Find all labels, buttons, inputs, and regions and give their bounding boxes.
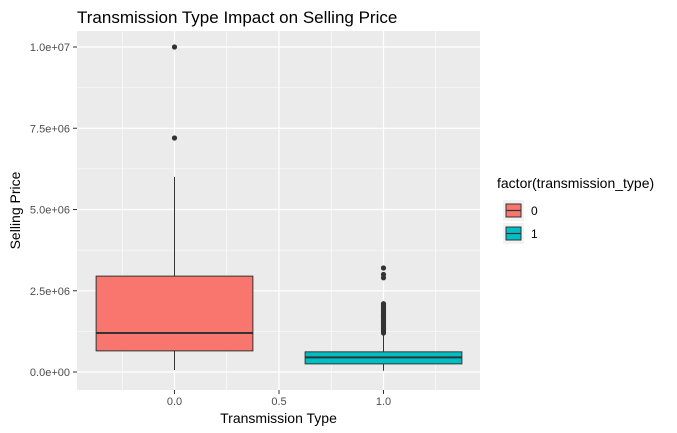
- x-axis: 0.0 0.5 1.0: [167, 390, 391, 408]
- x-tick-label: 0.5: [271, 396, 286, 408]
- outlier-point: [380, 301, 387, 307]
- box: [95, 275, 254, 352]
- y-tick-label: 5.0e+06: [30, 205, 70, 217]
- legend-item-0: 0: [503, 200, 538, 221]
- boxplots: [95, 44, 463, 371]
- x-tick-label: 0.0: [167, 396, 182, 408]
- legend: factor(transmission_type) 0 1: [497, 175, 654, 244]
- x-axis-label: Transmission Type: [220, 410, 337, 426]
- boxplot-0: [95, 44, 254, 371]
- y-tick-label: 7.5e+06: [30, 123, 70, 135]
- outlier-point: [380, 271, 387, 278]
- y-axis: 0.0e+00 2.5e+06 5.0e+06 7.5e+06 1.0e+07: [30, 42, 77, 379]
- chart-title: Transmission Type Impact on Selling Pric…: [77, 8, 397, 27]
- y-tick-label: 0.0e+00: [30, 367, 70, 379]
- outlier-point: [171, 135, 178, 141]
- y-tick-label: 1.0e+07: [30, 42, 70, 54]
- legend-label: 1: [531, 227, 538, 241]
- legend-item-1: 1: [503, 223, 538, 244]
- legend-title: factor(transmission_type): [497, 175, 654, 191]
- legend-label: 0: [531, 204, 538, 218]
- outlier-point: [380, 265, 387, 271]
- boxplot-1: [304, 265, 463, 371]
- y-axis-label: Selling Price: [7, 171, 23, 249]
- outlier-point: [171, 44, 178, 50]
- x-tick-label: 1.0: [376, 396, 391, 408]
- y-tick-label: 2.5e+06: [30, 286, 70, 298]
